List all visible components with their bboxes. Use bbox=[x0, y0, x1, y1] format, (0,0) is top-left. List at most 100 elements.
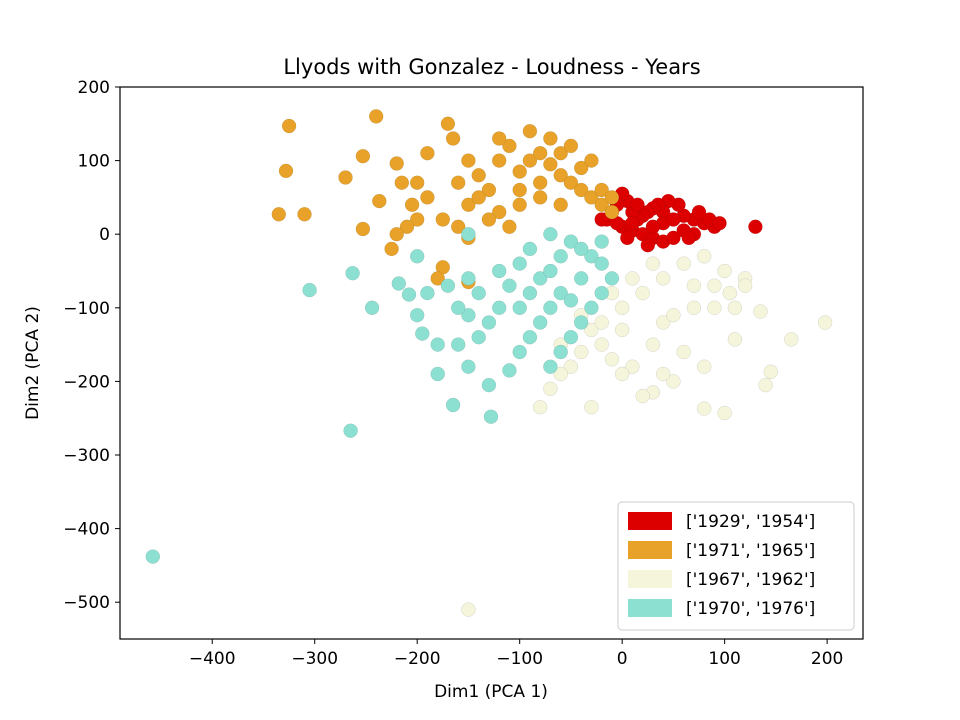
point-s1-14 bbox=[399, 219, 415, 235]
point-s3-37 bbox=[481, 315, 497, 330]
point-s1-42 bbox=[512, 182, 527, 198]
point-s3-13 bbox=[481, 377, 497, 393]
point-s3-20 bbox=[553, 344, 568, 360]
point-s1-53 bbox=[450, 175, 466, 190]
point-s3-17 bbox=[522, 329, 538, 345]
legend-label: ['1970', '1976'] bbox=[686, 599, 815, 619]
point-s1-2 bbox=[271, 207, 287, 222]
point-s2-19 bbox=[635, 388, 650, 404]
point-s2-10 bbox=[753, 304, 768, 319]
point-s1-9 bbox=[372, 193, 387, 209]
y-tick-label: 200 bbox=[78, 78, 110, 98]
point-s1-29 bbox=[553, 168, 568, 183]
chart-title: Llyods with Gonzalez - Loudness - Years bbox=[283, 55, 700, 79]
point-s2-37 bbox=[717, 263, 732, 279]
point-s3-48 bbox=[420, 285, 435, 301]
point-s1-47 bbox=[440, 116, 456, 132]
point-s0-34 bbox=[640, 237, 656, 253]
point-s3-36 bbox=[491, 300, 507, 316]
point-s3-33 bbox=[594, 256, 609, 271]
point-s3-8 bbox=[415, 326, 430, 341]
point-s1-24 bbox=[502, 138, 517, 154]
point-s3-9 bbox=[430, 366, 445, 382]
point-s1-43 bbox=[553, 197, 568, 213]
point-s1-38 bbox=[471, 190, 486, 205]
point-s2-0 bbox=[461, 602, 476, 617]
point-s1-37 bbox=[491, 204, 507, 220]
point-s1-30 bbox=[563, 175, 579, 190]
point-s2-12 bbox=[722, 285, 738, 301]
point-s0-29 bbox=[712, 215, 727, 231]
point-s3-45 bbox=[471, 329, 486, 345]
ticks-layer: −400 −300 −200 −100 0 100 200 200 100 0 −100 −200 −3… bbox=[63, 78, 843, 669]
point-s3-46 bbox=[450, 300, 466, 316]
point-s2-7 bbox=[784, 332, 799, 347]
x-tick-label: 0 bbox=[617, 649, 628, 669]
point-s2-9 bbox=[817, 315, 833, 330]
point-s2-46 bbox=[666, 307, 681, 323]
point-s1-4 bbox=[368, 109, 384, 124]
point-s2-16 bbox=[666, 374, 681, 389]
point-s2-21 bbox=[614, 366, 630, 382]
point-s2-47 bbox=[645, 256, 661, 271]
point-s3-16 bbox=[512, 344, 527, 360]
point-s2-24 bbox=[584, 322, 599, 338]
point-s3-19 bbox=[543, 359, 558, 374]
point-s2-39 bbox=[614, 322, 630, 338]
point-s1-45 bbox=[409, 175, 425, 190]
point-s2-31 bbox=[594, 315, 609, 330]
point-s0-31 bbox=[630, 197, 645, 213]
point-s2-2 bbox=[584, 399, 599, 415]
point-s3-49 bbox=[491, 263, 507, 279]
y-tick-label: 100 bbox=[78, 152, 110, 172]
point-s2-48 bbox=[686, 278, 702, 293]
point-s1-15 bbox=[389, 226, 404, 242]
point-s1-59 bbox=[563, 138, 579, 154]
point-s3-4 bbox=[364, 300, 380, 316]
points-layer bbox=[145, 109, 833, 617]
point-s1-52 bbox=[481, 212, 497, 227]
point-s0-37 bbox=[666, 212, 681, 227]
point-s3-3 bbox=[345, 265, 360, 281]
point-s3-34 bbox=[512, 256, 527, 271]
point-s2-3 bbox=[717, 405, 732, 421]
point-s3-47 bbox=[440, 278, 456, 293]
point-s0-19 bbox=[594, 212, 609, 227]
point-s3-39 bbox=[461, 307, 476, 323]
point-s3-18 bbox=[532, 315, 548, 330]
x-tick-label: −400 bbox=[189, 649, 236, 669]
point-s1-58 bbox=[543, 131, 558, 146]
point-s2-36 bbox=[696, 249, 712, 264]
point-s3-43 bbox=[573, 241, 589, 257]
point-s1-61 bbox=[604, 190, 620, 205]
point-s2-5 bbox=[758, 377, 773, 393]
point-s1-35 bbox=[512, 197, 527, 213]
legend-swatch bbox=[628, 570, 672, 588]
point-s1-32 bbox=[584, 190, 599, 205]
point-s1-44 bbox=[471, 168, 486, 183]
point-s1-31 bbox=[573, 182, 589, 198]
point-s3-2 bbox=[302, 282, 317, 298]
point-s3-24 bbox=[594, 285, 609, 301]
point-s3-55 bbox=[409, 249, 425, 264]
point-s2-38 bbox=[737, 278, 753, 293]
point-s1-5 bbox=[445, 131, 461, 146]
point-s0-36 bbox=[691, 204, 707, 220]
point-s3-0 bbox=[145, 549, 161, 564]
point-s3-28 bbox=[563, 234, 579, 249]
point-s3-21 bbox=[563, 329, 579, 345]
point-s2-49 bbox=[727, 300, 743, 316]
point-s3-56 bbox=[461, 226, 476, 242]
point-s3-15 bbox=[502, 363, 517, 378]
point-s1-8 bbox=[338, 170, 353, 185]
point-s3-35 bbox=[502, 278, 517, 293]
point-s2-4 bbox=[696, 401, 712, 416]
point-s3-1 bbox=[343, 423, 358, 438]
point-s1-11 bbox=[394, 175, 410, 190]
point-s3-42 bbox=[553, 249, 568, 264]
point-s1-48 bbox=[461, 153, 476, 168]
legend-label: ['1967', '1962'] bbox=[686, 570, 815, 590]
point-s1-16 bbox=[384, 241, 399, 257]
point-s2-44 bbox=[625, 271, 640, 286]
